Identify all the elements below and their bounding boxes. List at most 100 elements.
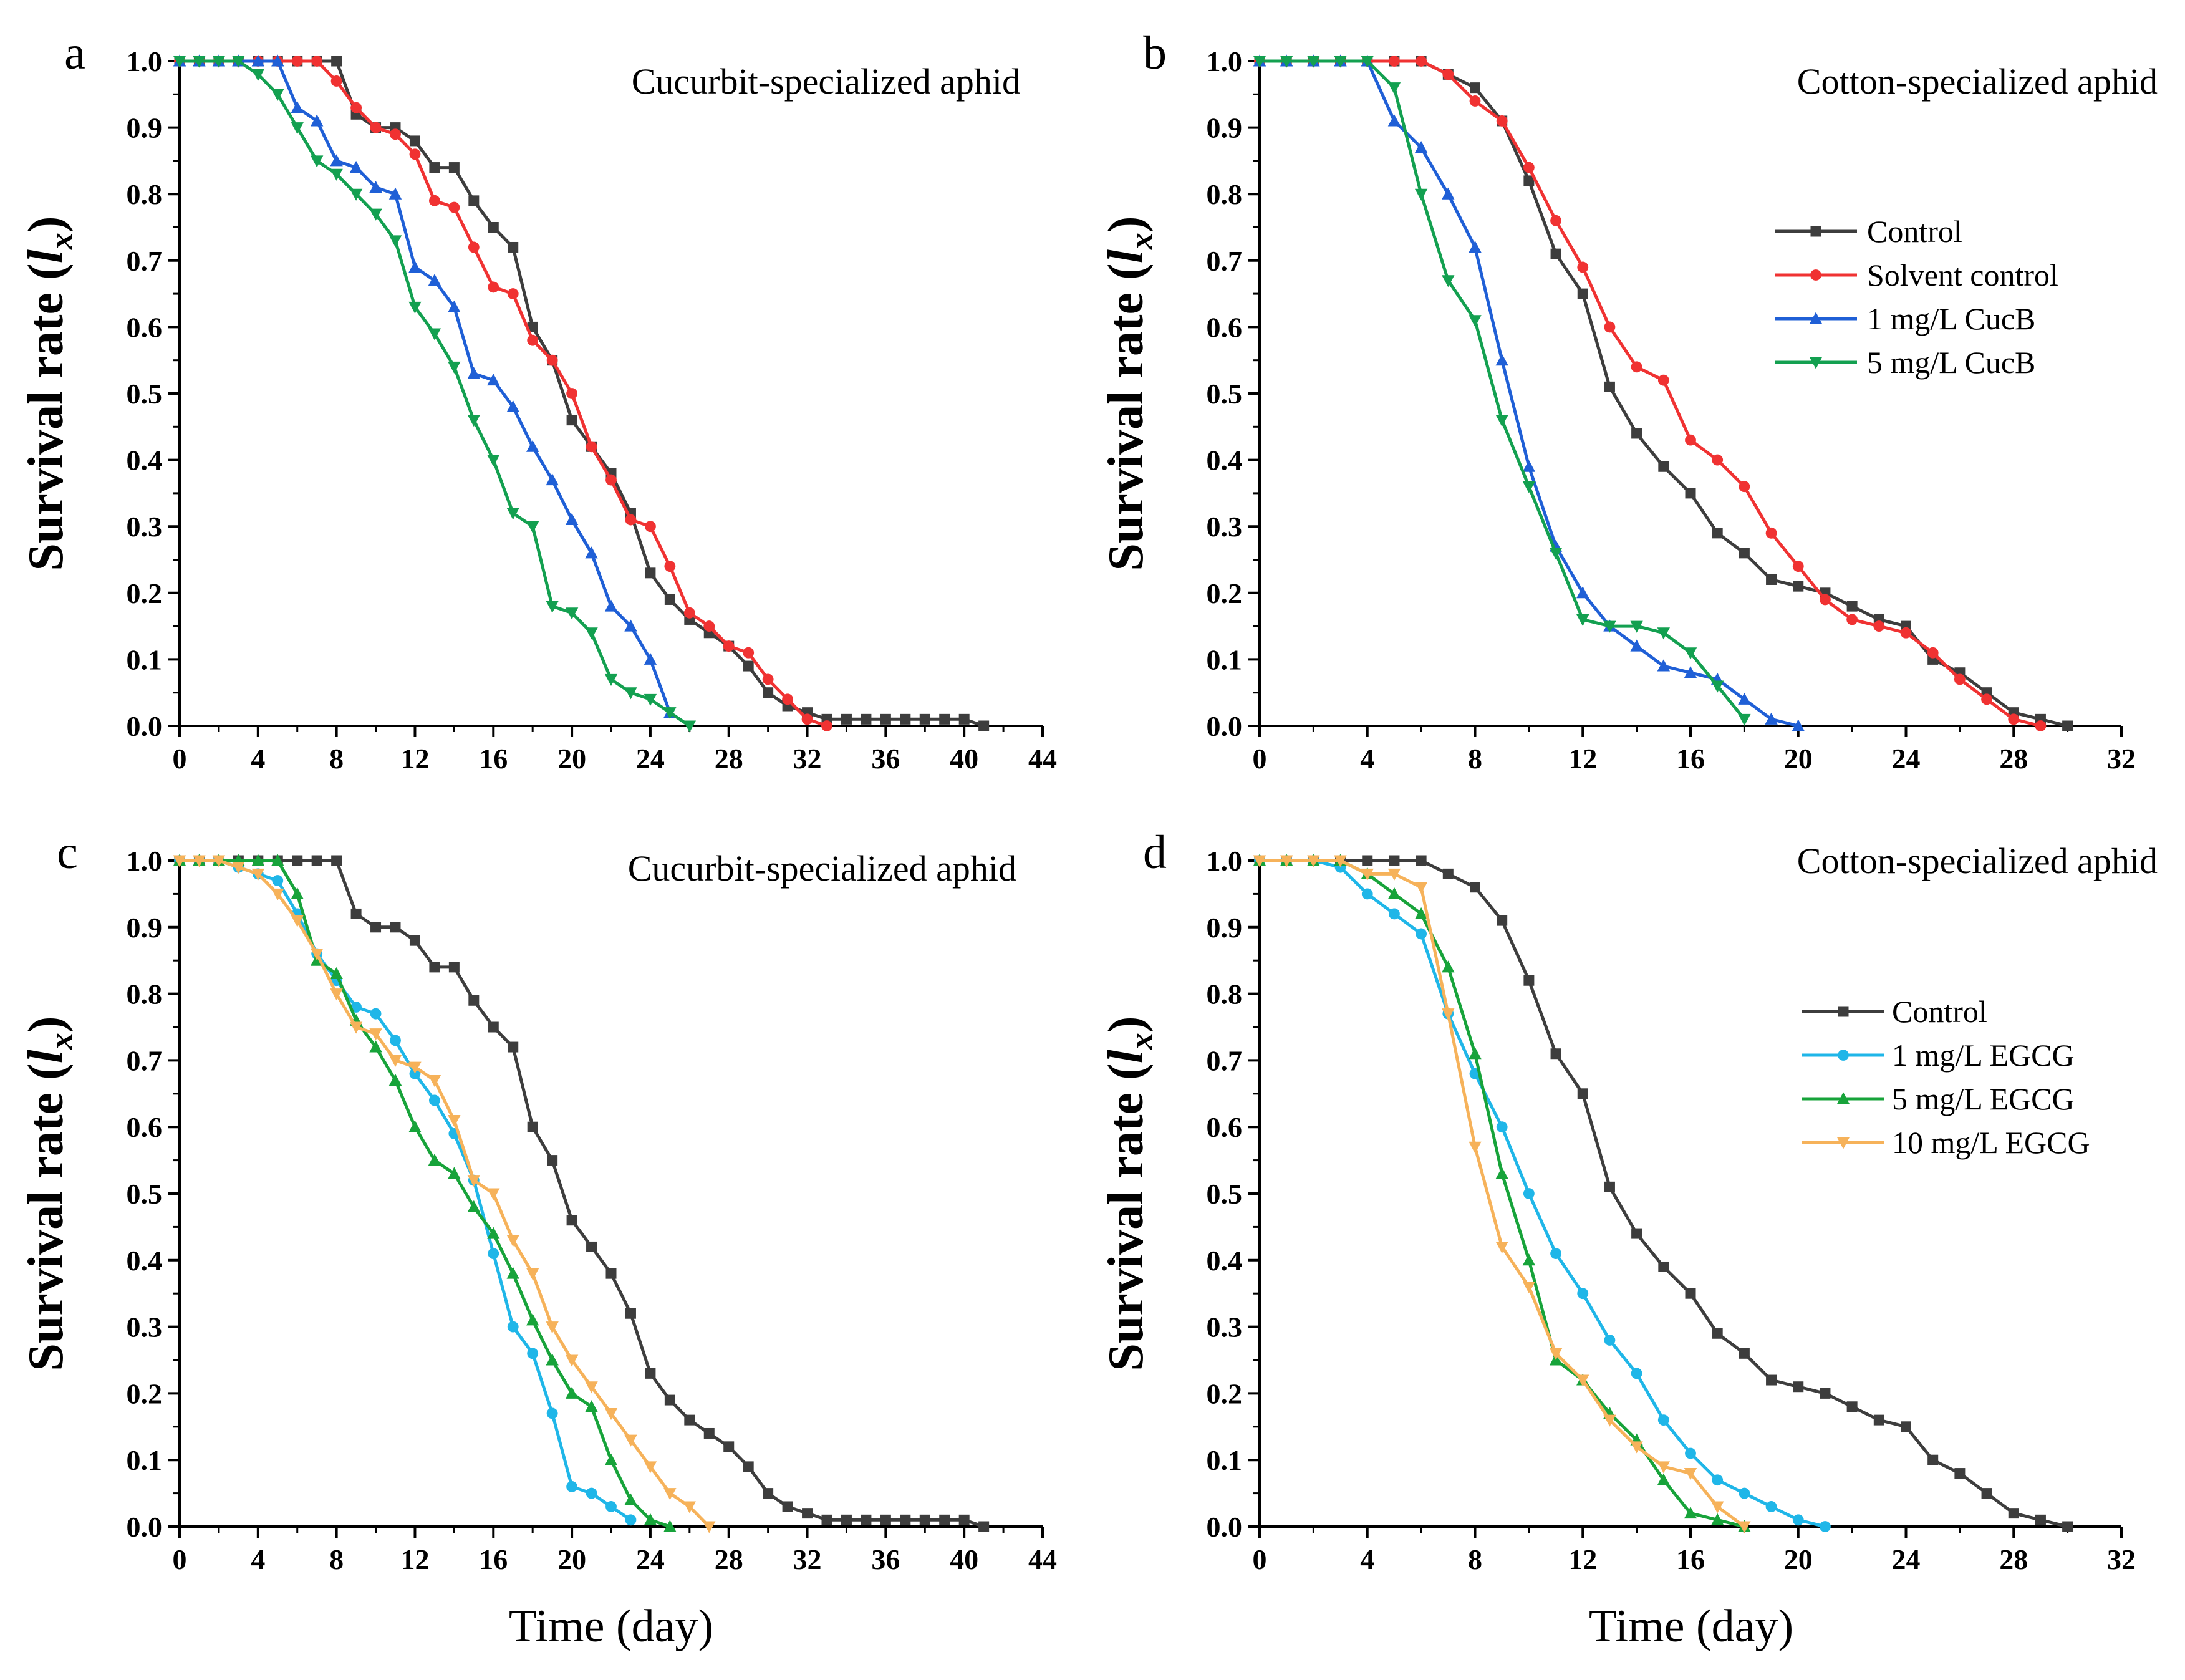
series-line xyxy=(1260,859,2068,1528)
y-tick-label: 0.0 xyxy=(127,1511,163,1543)
data-point xyxy=(1710,1501,1724,1513)
x-tick-label: 20 xyxy=(1784,743,1813,775)
data-point xyxy=(507,1321,519,1333)
series-control xyxy=(174,855,990,1532)
data-point xyxy=(547,1155,558,1166)
data-point xyxy=(624,619,637,632)
legend-swatch-marker xyxy=(1810,269,1821,281)
x-tick-label: 24 xyxy=(636,1543,665,1575)
data-point xyxy=(311,56,323,67)
y-tick-label: 0.4 xyxy=(1207,1245,1243,1277)
data-point xyxy=(1470,882,1480,893)
data-point xyxy=(1523,975,1535,986)
data-point xyxy=(880,1514,891,1525)
data-point xyxy=(291,915,304,927)
panel-title: Cucurbit-specialized aphid xyxy=(628,848,1016,889)
data-point xyxy=(1280,855,1293,867)
data-point xyxy=(330,75,342,87)
legend-label: 1 mg/L CucB xyxy=(1867,301,2035,336)
data-point xyxy=(193,855,206,867)
data-point xyxy=(526,1313,539,1326)
data-point xyxy=(663,1520,677,1532)
data-point xyxy=(1710,1513,1724,1525)
data-point xyxy=(506,1267,519,1279)
data-point xyxy=(1253,56,1266,68)
data-point xyxy=(1416,855,1427,866)
data-point xyxy=(1901,1421,1911,1432)
legend-label: Control xyxy=(1892,994,1987,1029)
series-solvent-control xyxy=(174,56,832,731)
y-tick-label: 0.8 xyxy=(1207,978,1243,1010)
y-tick-label: 0.1 xyxy=(1207,1444,1243,1476)
data-point xyxy=(1766,1374,1777,1386)
data-point xyxy=(684,1414,695,1426)
data-point xyxy=(1416,56,1427,67)
data-point xyxy=(546,473,559,486)
data-point xyxy=(527,334,539,346)
data-point xyxy=(506,508,519,520)
data-point xyxy=(1712,1474,1724,1486)
panel-d: 0 4 8 12 16 20 24 28 32 0.0 0.1 0.2 0.3 0.4 0.5 0.6 0.7 0… xyxy=(1099,826,2158,1652)
data-point xyxy=(939,1514,950,1525)
data-point xyxy=(1523,162,1535,173)
data-point xyxy=(291,122,304,135)
data-point xyxy=(408,301,422,314)
data-point xyxy=(841,1514,852,1525)
data-point xyxy=(604,1453,618,1465)
data-point xyxy=(369,1028,382,1041)
x-tick-label: 4 xyxy=(251,743,265,775)
panel-title: Cotton-specialized aphid xyxy=(1797,61,2158,102)
legend-swatch-marker xyxy=(1809,357,1823,369)
data-point xyxy=(388,235,402,248)
data-point xyxy=(723,1441,735,1452)
series-10-mg-l-egcg xyxy=(1253,855,1751,1533)
data-point xyxy=(488,222,499,233)
data-point xyxy=(1685,488,1696,499)
data-point xyxy=(448,1115,461,1127)
y-axis-label: Survival rate (lx) xyxy=(19,216,80,571)
data-point xyxy=(193,56,206,68)
data-point xyxy=(508,241,519,253)
series-1-mg-l-egcg xyxy=(174,855,637,1526)
y-tick-label: 0.1 xyxy=(127,644,163,675)
data-point xyxy=(1497,915,1508,926)
data-point xyxy=(1389,908,1400,920)
data-point xyxy=(173,56,186,68)
y-tick-label: 0.7 xyxy=(1207,1045,1243,1076)
data-point xyxy=(428,1153,441,1166)
data-point xyxy=(428,195,440,206)
data-point xyxy=(1416,928,1427,940)
data-point xyxy=(1604,321,1616,333)
x-tick-label: 32 xyxy=(2107,743,2136,775)
data-point xyxy=(1712,1328,1723,1339)
data-point xyxy=(350,908,362,919)
data-point xyxy=(763,687,774,698)
x-tick-label: 8 xyxy=(1468,743,1482,775)
data-point xyxy=(743,1461,754,1472)
data-point xyxy=(663,707,677,720)
data-point xyxy=(1657,374,1669,386)
legend: Control Solvent control 1 mg/L CucB 5 mg/L … xyxy=(1775,214,2058,380)
data-point xyxy=(330,967,343,980)
data-point xyxy=(232,56,245,68)
data-point xyxy=(1361,868,1374,881)
data-point xyxy=(291,100,304,113)
legend-label: 10 mg/L EGCG xyxy=(1892,1125,2090,1160)
y-tick-label: 0.5 xyxy=(1207,378,1243,410)
data-point xyxy=(1846,1401,1858,1412)
data-point xyxy=(1657,1473,1671,1485)
data-point xyxy=(1712,454,1724,466)
legend-label: Control xyxy=(1867,214,1962,249)
data-point xyxy=(1496,115,1508,127)
data-point xyxy=(1576,614,1589,627)
data-point xyxy=(527,1348,539,1359)
data-point xyxy=(1550,1248,1561,1260)
data-point xyxy=(1577,1088,1588,1099)
data-point xyxy=(1604,1335,1616,1346)
y-tick-label: 0.9 xyxy=(1207,912,1243,944)
data-point xyxy=(625,1514,637,1526)
y-tick-label: 0.2 xyxy=(1207,1378,1243,1409)
data-point xyxy=(1685,1288,1696,1299)
series-line xyxy=(1260,859,1826,1528)
data-point xyxy=(919,1514,930,1525)
